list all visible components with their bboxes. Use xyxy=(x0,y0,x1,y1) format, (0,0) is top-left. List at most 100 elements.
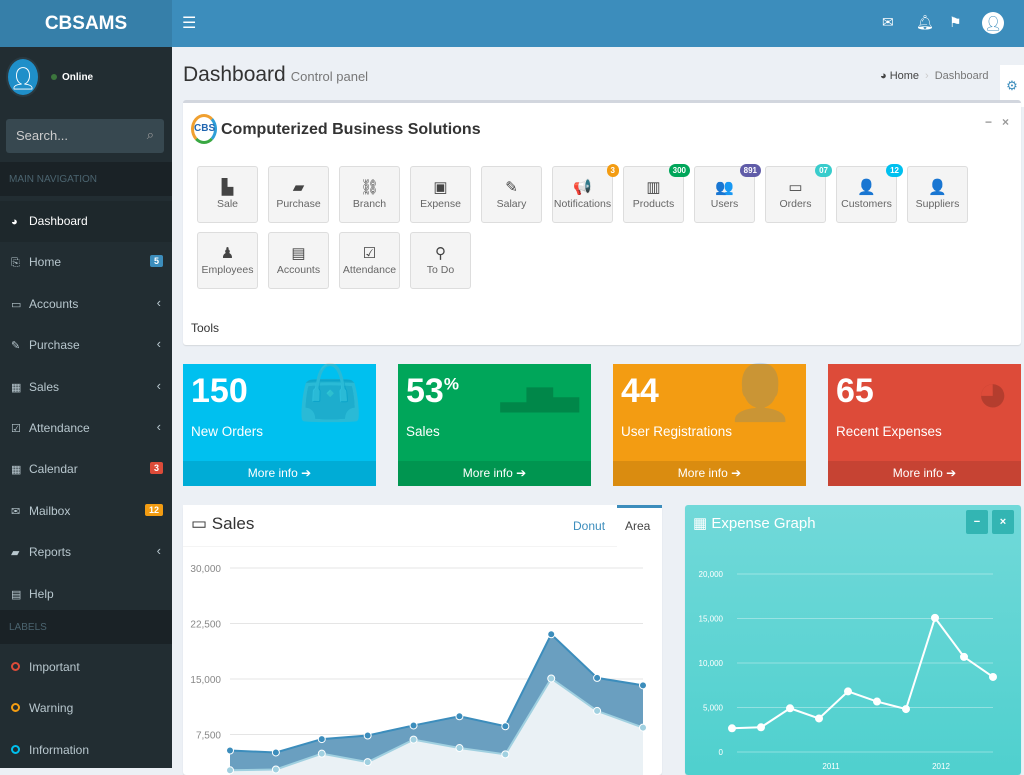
tile-accounts[interactable]: ▤ Accounts xyxy=(268,232,329,289)
sidebar-item-reports[interactable]: ▰ Reports ‹ xyxy=(11,543,161,560)
stat-label: Recent Expenses xyxy=(836,424,942,439)
tile-customers[interactable]: 👤 Customers 12 xyxy=(836,164,903,223)
data-point xyxy=(931,613,939,622)
stat-label: Sales xyxy=(406,424,440,439)
page-title: Dashboard Control panel xyxy=(183,63,369,86)
user-add-icon: 👤 xyxy=(726,363,794,423)
stat-box-new-orders: 150 New Orders 👜 More info ➔ xyxy=(183,364,376,486)
minimize-button[interactable]: − xyxy=(984,115,992,129)
data-point xyxy=(547,630,556,639)
expense-graph-panel: ▦ Expense Graph − × 20,000 15,000 10,000 5,… xyxy=(685,505,1021,775)
tile-sale[interactable]: ▙ Sale xyxy=(197,166,258,223)
sidebar-item-home[interactable]: ⎘ Home 5 xyxy=(0,242,172,283)
tile-expense[interactable]: ▣ Expense xyxy=(410,166,471,223)
sale-icon: ▙ xyxy=(221,179,234,196)
y-tick-label: 0 xyxy=(719,748,724,757)
employees-icon: ♟ xyxy=(220,245,235,262)
sidebar-item-sales[interactable]: ▦ Sales ‹ xyxy=(11,377,161,394)
sidebar-item-help[interactable]: ▤ Help xyxy=(11,586,54,601)
series-area-item-1 xyxy=(230,678,643,775)
tile-to-do[interactable]: ⚲ To Do xyxy=(410,232,471,289)
envelope-icon[interactable]: ✉ xyxy=(882,14,894,30)
sidebar-item-accounts[interactable]: ▭ Accounts ‹ xyxy=(11,294,161,311)
flag-icon[interactable]: ⚑ xyxy=(949,14,962,30)
main-navigation-header: MAIN NAVIGATION xyxy=(0,162,172,196)
chevron-left-icon: ‹ xyxy=(156,377,161,393)
close-button[interactable]: × xyxy=(992,510,1014,534)
tile-badge: 3 xyxy=(606,164,619,177)
sidebar-item-calendar[interactable]: ▦ Calendar 3 xyxy=(0,449,172,490)
tile-notifications[interactable]: 📢 Notifications 3 xyxy=(552,164,619,223)
chevron-left-icon: ‹ xyxy=(156,294,161,310)
user-avatar[interactable]: 👤︎ xyxy=(982,12,1004,34)
purchase-icon: ✎ xyxy=(11,340,21,353)
tile-attendance[interactable]: ☑ Attendance xyxy=(339,232,400,289)
orders-icon: ▭ xyxy=(788,179,803,196)
y-tick-label: 5,000 xyxy=(703,704,724,713)
more-info-link[interactable]: More info ➔ xyxy=(613,461,806,486)
y-tick-label: 30,000 xyxy=(190,564,221,575)
sidebar: 👤︎ Online Search... ⌕ MAIN NAVIGATION ◕ Da… xyxy=(0,47,172,768)
suppliers-icon: 👤 xyxy=(928,179,947,196)
series-line-item-1 xyxy=(229,677,644,772)
expense-icon: ▣ xyxy=(433,179,448,196)
data-point xyxy=(757,723,765,732)
labels-header: LABELS xyxy=(0,610,172,644)
branch-icon: ⛓ xyxy=(359,179,380,196)
shopping-bag-icon: 👜 xyxy=(296,363,364,423)
calendar-icon: ▦ xyxy=(11,464,22,477)
data-point xyxy=(593,673,602,682)
label-important[interactable]: Important xyxy=(0,647,172,688)
app-logo[interactable]: CBSAMS xyxy=(0,0,172,47)
tile-purchase[interactable]: ▰ Purchase xyxy=(268,166,329,223)
tile-branch[interactable]: ⛓ Branch xyxy=(339,166,400,223)
tile-badge: 891 xyxy=(739,164,761,177)
label-information[interactable]: Information xyxy=(0,730,172,771)
minimize-button[interactable]: − xyxy=(966,510,988,534)
tile-products[interactable]: ▥ Products 300 xyxy=(623,164,690,223)
circle-icon xyxy=(11,662,20,671)
sidebar-item-purchase[interactable]: ✎ Purchase ‹ xyxy=(11,336,161,353)
sidebar-item-attendance[interactable]: ☑ Attendance ‹ xyxy=(11,419,161,435)
salary-icon: ✎ xyxy=(505,179,518,196)
attendance-icon: ☑ xyxy=(362,245,377,262)
more-info-link[interactable]: More info ➔ xyxy=(183,461,376,486)
data-point xyxy=(639,681,647,690)
tile-badge: 300 xyxy=(668,164,690,177)
tile-badge: 12 xyxy=(886,164,903,177)
close-button[interactable]: × xyxy=(1001,115,1009,129)
y-tick-label: 15,000 xyxy=(190,675,221,686)
sales-panel: ▭ Sales Donut Area 30,000 22,500 15,000 7,5… xyxy=(183,505,662,775)
tile-employees[interactable]: ♟ Employees xyxy=(197,232,258,289)
sidebar-search-input[interactable]: Search... ⌕ xyxy=(6,119,164,153)
bell-icon[interactable]: 🔔︎ xyxy=(916,14,934,30)
sales-title: ▭ Sales xyxy=(191,514,255,533)
sidebar-toggle-icon[interactable]: ☰ xyxy=(182,15,197,32)
tile-salary[interactable]: ✎ Salary xyxy=(481,166,542,223)
chevron-left-icon: ‹ xyxy=(156,419,161,434)
stat-value: 150 xyxy=(191,372,248,410)
tab-donut[interactable]: Donut xyxy=(573,519,606,533)
series-line-item-1 xyxy=(731,615,994,730)
tile-orders[interactable]: ▭ Orders 07 xyxy=(765,164,832,223)
sidebar-item-dashboard[interactable]: ◕ Dashboard xyxy=(0,201,172,242)
breadcrumb-home[interactable]: Home xyxy=(889,70,920,82)
home-icon: ⎘ xyxy=(11,257,20,270)
data-point xyxy=(363,758,372,767)
label-warning[interactable]: Warning xyxy=(0,688,172,729)
data-point xyxy=(226,746,234,755)
search-icon[interactable]: ⌕ xyxy=(146,127,154,142)
mailbox-icon: ✉ xyxy=(11,505,21,518)
tile-suppliers[interactable]: 👤 Suppliers xyxy=(907,166,968,223)
stat-value: 44 xyxy=(621,372,659,410)
sales-icon: ▦ xyxy=(11,381,22,394)
more-info-link[interactable]: More info ➔ xyxy=(828,461,1021,486)
tile-users[interactable]: 👥 Users 891 xyxy=(694,164,761,223)
count-badge: 3 xyxy=(149,462,163,475)
tab-area[interactable]: Area xyxy=(617,505,662,547)
data-point xyxy=(501,722,510,731)
more-info-link[interactable]: More info ➔ xyxy=(398,461,591,486)
expense-line-chart: 20,000 15,000 10,000 5,000 0 2011 2012 xyxy=(699,570,997,771)
stat-box-sales: 53% Sales ▂▅▃ More info ➔ xyxy=(398,364,591,486)
sidebar-item-mailbox[interactable]: ✉ Mailbox 12 xyxy=(0,491,172,532)
